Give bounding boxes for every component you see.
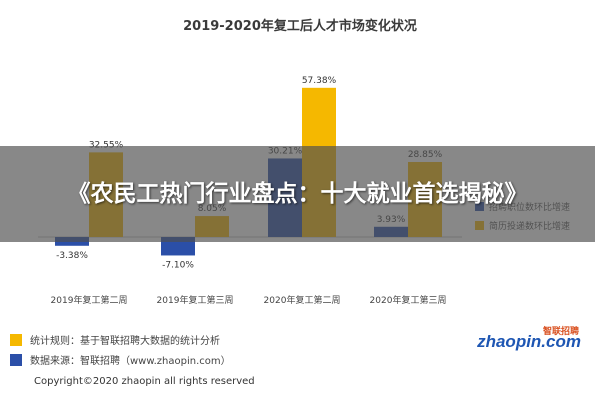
chart-title: 2019-2020年复工后人才市场变化状况 [183,18,417,34]
data-source-note: 数据来源：智联招聘（www.zhaopin.com） [10,352,231,367]
source-swatch [10,353,22,366]
copyright-text: Copyright©2020 zhaopin all rights reserv… [34,376,255,387]
category-label-3: 2020年复工第二周 [264,294,341,306]
headline-title: 《农民工热门行业盘点：十大就业首选揭秘》 [67,181,528,207]
logo-subtext: 智联招聘 [542,327,579,337]
stats-rule-note: 统计规则：基于智联招聘大数据的统计分析 [10,332,220,347]
rule-swatch [10,333,22,346]
zhaopin-logo: 智联招聘 zhaopin.com [477,327,581,352]
category-label-4: 2020年复工第三周 [370,294,447,306]
value-label-series2-1: 32.55% [89,140,124,150]
value-label-series1-1: -3.38% [56,251,88,261]
value-label-series2-3: 57.38% [302,76,337,86]
category-label-2: 2019年复工第三周 [157,294,234,306]
headline-banner: 《农民工热门行业盘点：十大就业首选揭秘》 [0,146,595,242]
stats-rule-text: 统计规则：基于智联招聘大数据的统计分析 [30,336,220,347]
value-label-series1-2: -7.10% [162,260,194,270]
category-label-1: 2019年复工第二周 [51,294,128,306]
logo-main-text: zhaopin.com [477,332,581,351]
data-source-text: 数据来源：智联招聘（www.zhaopin.com） [30,356,231,367]
